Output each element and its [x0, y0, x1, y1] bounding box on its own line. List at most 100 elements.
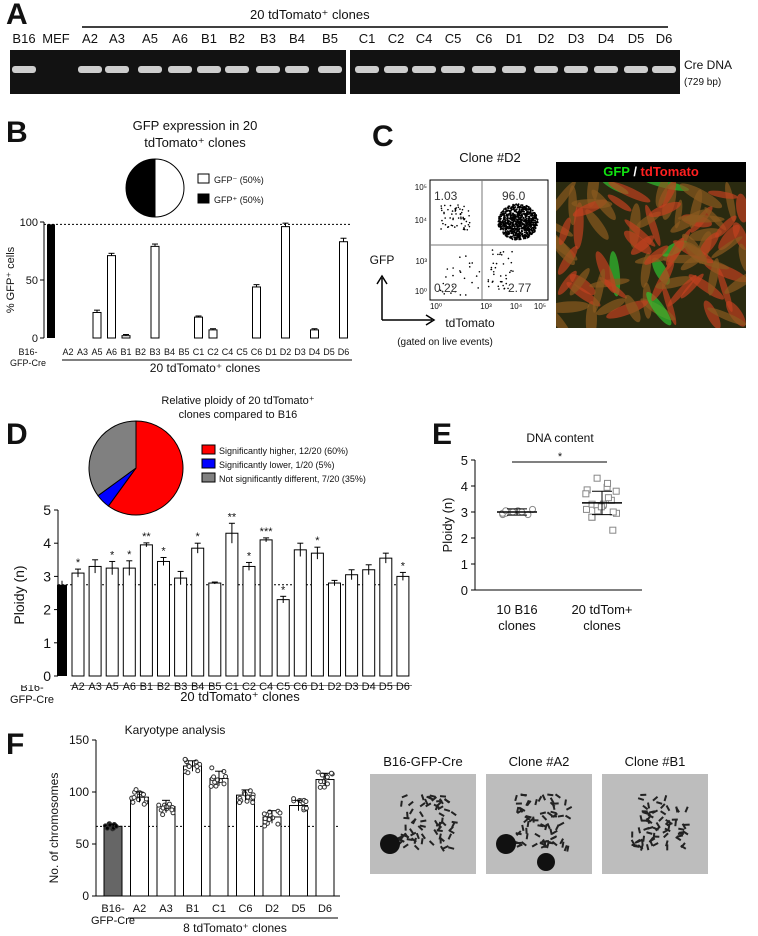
control-label: GFP-Cre — [10, 358, 46, 368]
data-point — [277, 810, 283, 816]
y-tick-label: 10⁰ — [415, 287, 427, 296]
data-point — [169, 807, 175, 813]
flow-event — [515, 218, 517, 220]
flow-event — [522, 206, 525, 209]
flow-event — [460, 211, 463, 214]
flow-event — [507, 221, 510, 223]
x-tick-label: C6 — [251, 347, 263, 357]
flow-event — [520, 210, 523, 213]
y-tick-label: 100 — [69, 785, 89, 799]
chromosome — [643, 826, 650, 831]
flow-event — [463, 205, 465, 208]
flow-event — [501, 225, 504, 227]
gel-band — [384, 66, 408, 73]
flow-event — [520, 229, 523, 232]
bar — [92, 311, 102, 339]
flow-event — [527, 223, 530, 226]
flow-event — [532, 221, 535, 224]
flow-event — [454, 290, 457, 293]
flow-event — [530, 225, 533, 228]
gel-image-left — [10, 50, 346, 94]
cell — [708, 190, 738, 199]
flow-event — [502, 210, 504, 213]
chromosome — [539, 811, 547, 815]
flow-event — [522, 237, 525, 240]
flow-event — [508, 232, 511, 235]
flow-event — [523, 229, 526, 231]
flow-event — [504, 210, 507, 213]
flow-event — [439, 289, 442, 292]
cell — [599, 277, 628, 299]
flow-event — [492, 280, 494, 283]
flow-event — [515, 216, 518, 218]
gel-lane-label: B4 — [289, 31, 305, 46]
flow-event — [517, 225, 520, 228]
flow-event — [511, 231, 514, 234]
cell — [736, 193, 746, 223]
flow-event — [504, 234, 507, 237]
flow-event — [467, 223, 470, 226]
flow-event — [493, 273, 495, 276]
flow-event — [528, 229, 531, 231]
gel-band — [472, 66, 496, 73]
chromosome — [633, 844, 640, 848]
data-point — [250, 800, 256, 806]
legend-tdtomato: tdTomato — [640, 164, 699, 179]
chromosome — [400, 800, 403, 807]
gel-band — [534, 66, 558, 73]
quadrant-value: 2.77 — [508, 281, 532, 295]
flow-event — [518, 223, 521, 226]
panel-b-chart: GFP expression in 20 tdTomato⁺ clones GFP⁻… — [5, 118, 352, 375]
chromosome — [438, 798, 444, 805]
gel-lane-label: D1 — [505, 31, 523, 46]
flow-event — [503, 287, 506, 290]
y-tick-label: 3 — [43, 568, 51, 584]
flow-event — [497, 285, 500, 288]
chromosome — [558, 821, 565, 827]
flow-event — [520, 225, 523, 228]
y-axis-label: GFP — [370, 253, 394, 267]
flow-event — [507, 213, 510, 216]
cell — [556, 301, 590, 313]
flow-event — [454, 208, 457, 211]
chromosome — [525, 833, 529, 840]
chromosome — [660, 810, 667, 816]
gel-band — [225, 66, 249, 73]
chromosome — [440, 820, 447, 827]
karyotype-image — [602, 774, 708, 874]
data-point — [131, 795, 137, 801]
chromosome — [525, 827, 528, 834]
control-label: B16- — [18, 347, 37, 357]
flow-event — [471, 281, 473, 284]
data-point — [303, 805, 309, 811]
chromosome — [448, 846, 455, 850]
chromosome — [555, 824, 560, 831]
flow-event — [517, 233, 520, 235]
flow-event — [509, 212, 511, 215]
chromosome — [665, 840, 669, 847]
bar — [310, 329, 319, 339]
flow-event — [534, 216, 537, 219]
chromosome — [413, 844, 420, 851]
x-tick-label: 10³ — [480, 302, 492, 311]
flow-event — [523, 227, 525, 229]
bar — [276, 599, 290, 677]
chromosome — [658, 816, 664, 822]
x-tick-label: C6 — [238, 903, 252, 915]
y-tick-label: 0 — [32, 333, 38, 345]
y-tick-label: 4 — [461, 479, 468, 494]
flow-event — [516, 236, 519, 239]
y-tick-label: 0 — [82, 889, 89, 903]
flow-event — [517, 214, 520, 217]
chromosome — [545, 839, 552, 844]
karyotype-image-label: Clone #A2 — [508, 754, 570, 769]
flow-event — [515, 222, 517, 225]
gel-lane-label: D3 — [567, 31, 585, 46]
chromosome — [516, 806, 520, 814]
legend-label: GFP⁺ (50%) — [214, 195, 264, 205]
chromosome — [554, 793, 561, 799]
panel-d-chart: Relative ploidy of 20 tdTomato⁺ clones co… — [11, 395, 410, 693]
x-tick-label: 10⁴ — [510, 302, 523, 311]
x-tick-label: C4 — [259, 681, 273, 693]
